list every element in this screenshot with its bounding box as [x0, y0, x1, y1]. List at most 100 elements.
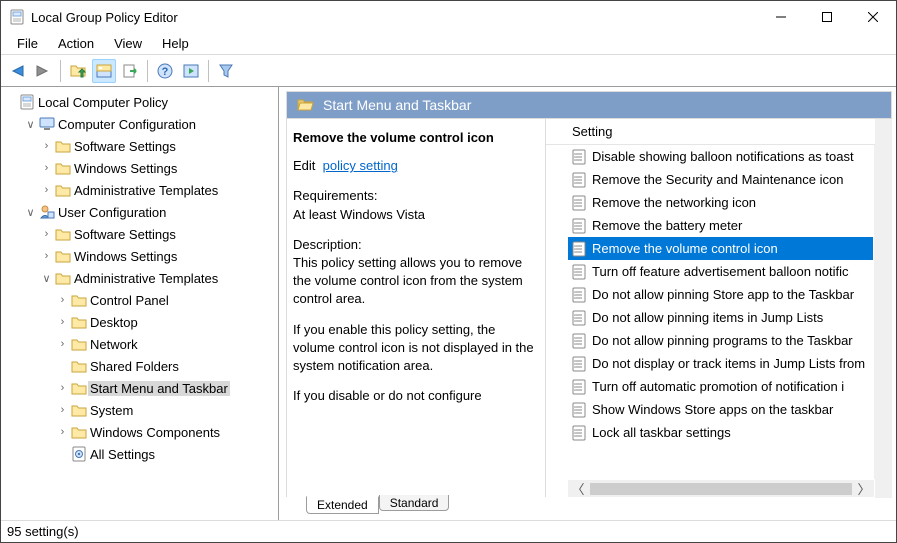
tree-label: Administrative Templates — [72, 183, 220, 198]
policy-icon — [570, 310, 588, 326]
setting-item[interactable]: Turn off automatic promotion of notifica… — [568, 375, 873, 398]
requirements-label: Requirements: — [293, 187, 535, 205]
tree-twist-icon[interactable]: › — [39, 228, 54, 240]
tree-item[interactable]: Shared Folders — [3, 355, 278, 377]
tree-item[interactable]: › Windows Settings — [3, 157, 278, 179]
menu-view[interactable]: View — [104, 34, 152, 53]
description-text-3: If you disable or do not configure — [293, 387, 535, 405]
horizontal-scrollbar[interactable]: 〈 〉 — [568, 480, 874, 497]
setting-item[interactable]: Show Windows Store apps on the taskbar — [568, 398, 873, 421]
tree-item[interactable]: › Software Settings — [3, 223, 278, 245]
tree-item[interactable]: › Start Menu and Taskbar — [3, 377, 278, 399]
filter-button[interactable] — [214, 59, 238, 83]
tree-twist-icon[interactable]: › — [39, 162, 54, 174]
menu-file[interactable]: File — [7, 34, 48, 53]
tree-item[interactable]: ∨ Administrative Templates — [3, 267, 278, 289]
setting-label: Turn off feature advertisement balloon n… — [592, 264, 849, 279]
setting-label: Remove the Security and Maintenance icon — [592, 172, 843, 187]
tree-label: Software Settings — [72, 227, 178, 242]
scroll-right-icon[interactable]: 〉 — [854, 480, 874, 497]
setting-item[interactable]: Remove the volume control icon — [568, 237, 873, 260]
tree-label: Local Computer Policy — [36, 95, 170, 110]
tab-extended[interactable]: Extended — [306, 496, 379, 514]
tree-label: Start Menu and Taskbar — [88, 381, 230, 396]
show-hide-tree-button[interactable] — [92, 59, 116, 83]
setting-label: Disable showing balloon notifications as… — [592, 149, 854, 164]
tree-root[interactable]: Local Computer Policy — [3, 91, 278, 113]
tree-twist-icon[interactable]: › — [39, 140, 54, 152]
policy-icon — [570, 356, 588, 372]
tree-twist-icon[interactable]: › — [55, 338, 70, 350]
policy-icon — [570, 333, 588, 349]
tree-twist-icon[interactable]: › — [55, 316, 70, 328]
description-text-2: If you enable this policy setting, the v… — [293, 321, 535, 376]
setting-label: Turn off automatic promotion of notifica… — [592, 379, 844, 394]
tree-label: Administrative Templates — [72, 271, 220, 286]
tree-item[interactable]: ›Windows Settings — [3, 245, 278, 267]
tree-label: Network — [88, 337, 140, 352]
tree-twist-icon[interactable]: › — [55, 426, 70, 438]
export-button[interactable] — [118, 59, 142, 83]
folder-icon — [54, 226, 72, 242]
tree-item[interactable]: ∨Computer Configuration — [3, 113, 278, 135]
tree-label: Windows Settings — [72, 161, 179, 176]
description-text-1: This policy setting allows you to remove… — [293, 254, 535, 309]
tab-standard[interactable]: Standard — [379, 495, 450, 511]
forward-button[interactable] — [31, 59, 55, 83]
setting-label: Lock all taskbar settings — [592, 425, 731, 440]
menu-help[interactable]: Help — [152, 34, 199, 53]
tree-twist-icon[interactable]: ∨ — [23, 206, 38, 219]
policy-icon — [570, 264, 588, 280]
tree-twist-icon[interactable]: › — [39, 184, 54, 196]
tree-twist-icon[interactable]: › — [55, 404, 70, 416]
folder-icon — [70, 336, 88, 352]
tree-twist-icon[interactable]: ∨ — [39, 272, 54, 285]
list-column-header[interactable]: Setting — [546, 119, 891, 145]
maximize-button[interactable] — [804, 1, 850, 33]
tree-item[interactable]: › Network — [3, 333, 278, 355]
tree-twist-icon[interactable]: › — [39, 250, 54, 262]
policy-icon — [570, 172, 588, 188]
setting-item[interactable]: Do not display or track items in Jump Li… — [568, 352, 873, 375]
setting-item[interactable]: Disable showing balloon notifications as… — [568, 145, 873, 168]
tree-twist-icon[interactable]: › — [55, 382, 70, 394]
setting-item[interactable]: Remove the battery meter — [568, 214, 873, 237]
setting-item[interactable]: Lock all taskbar settings — [568, 421, 873, 444]
tree-item[interactable]: ›Desktop — [3, 311, 278, 333]
setting-item[interactable]: Turn off feature advertisement balloon n… — [568, 260, 873, 283]
help-button[interactable] — [153, 59, 177, 83]
folder-icon — [70, 314, 88, 330]
back-button[interactable] — [5, 59, 29, 83]
policy-icon — [570, 218, 588, 234]
tree-item[interactable]: ›System — [3, 399, 278, 421]
scroll-left-icon[interactable]: 〈 — [568, 480, 588, 497]
action-button[interactable] — [179, 59, 203, 83]
outer-vertical-scrollbar[interactable] — [875, 119, 892, 498]
setting-item[interactable]: Do not allow pinning programs to the Tas… — [568, 329, 873, 352]
computer-icon — [38, 116, 56, 132]
tree-item[interactable]: ›Software Settings — [3, 135, 278, 157]
tree-item[interactable]: › Control Panel — [3, 289, 278, 311]
setting-item[interactable]: Remove the networking icon — [568, 191, 873, 214]
setting-item[interactable]: Do not allow pinning items in Jump Lists — [568, 306, 873, 329]
minimize-button[interactable] — [758, 1, 804, 33]
menu-action[interactable]: Action — [48, 34, 104, 53]
tree-item[interactable]: All Settings — [3, 443, 278, 465]
view-tabs: Extended Standard — [286, 497, 892, 519]
setting-item[interactable]: Remove the Security and Maintenance icon — [568, 168, 873, 191]
setting-item[interactable]: Do not allow pinning Store app to the Ta… — [568, 283, 873, 306]
tree-item[interactable]: › Administrative Templates — [3, 179, 278, 201]
close-button[interactable] — [850, 1, 896, 33]
requirements-text: At least Windows Vista — [293, 206, 535, 224]
tree-label: Control Panel — [88, 293, 171, 308]
edit-policy-link[interactable]: policy setting — [323, 158, 398, 173]
tree-label: Shared Folders — [88, 359, 181, 374]
toolbar-separator — [147, 60, 148, 82]
up-button[interactable] — [66, 59, 90, 83]
tree-twist-icon[interactable]: ∨ — [23, 118, 38, 131]
scroll-thumb[interactable] — [590, 483, 852, 495]
tree-item[interactable]: ∨User Configuration — [3, 201, 278, 223]
tree-item[interactable]: ›Windows Components — [3, 421, 278, 443]
description-pane: Remove the volume control icon Edit poli… — [287, 119, 545, 497]
tree-twist-icon[interactable]: › — [55, 294, 70, 306]
